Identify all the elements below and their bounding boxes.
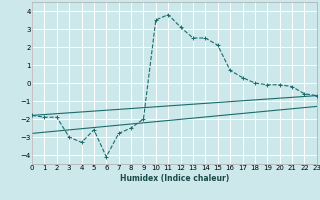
X-axis label: Humidex (Indice chaleur): Humidex (Indice chaleur) bbox=[120, 174, 229, 183]
